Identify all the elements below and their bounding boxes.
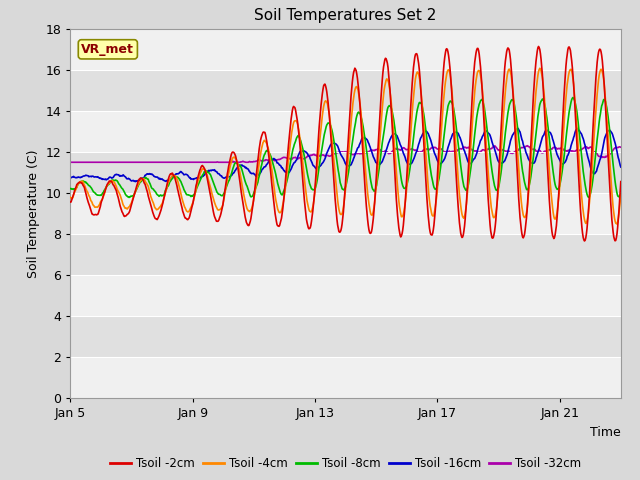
Bar: [70, 193, 621, 234]
Text: VR_met: VR_met: [81, 43, 134, 56]
X-axis label: Time: Time: [590, 426, 621, 439]
Bar: [70, 70, 621, 111]
Y-axis label: Soil Temperature (C): Soil Temperature (C): [27, 149, 40, 278]
Legend: Tsoil -2cm, Tsoil -4cm, Tsoil -8cm, Tsoil -16cm, Tsoil -32cm: Tsoil -2cm, Tsoil -4cm, Tsoil -8cm, Tsoi…: [105, 452, 586, 475]
Title: Soil Temperatures Set 2: Soil Temperatures Set 2: [255, 9, 436, 24]
Bar: [70, 152, 621, 193]
Bar: [70, 234, 621, 275]
Bar: [70, 357, 621, 398]
Bar: [70, 316, 621, 357]
Bar: [70, 275, 621, 316]
Bar: [70, 111, 621, 152]
Bar: [70, 29, 621, 70]
